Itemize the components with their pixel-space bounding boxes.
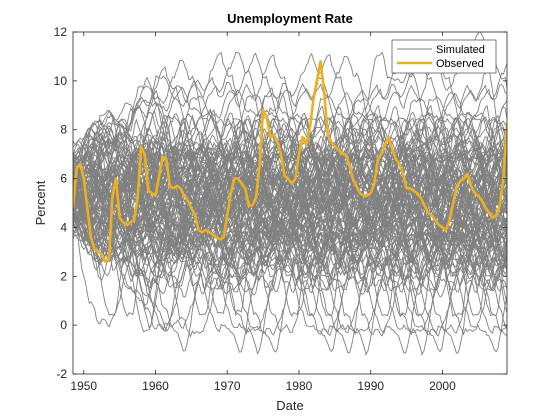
x-tick-label: 1970 <box>214 379 241 393</box>
x-tick-label: 2000 <box>429 379 456 393</box>
y-tick-label: 4 <box>60 220 67 234</box>
y-axis-label: Percent <box>33 180 48 225</box>
simulated-series-group <box>73 32 507 356</box>
simulated-path <box>73 115 507 292</box>
x-axis-label: Date <box>276 398 303 413</box>
legend-observed-label: Observed <box>436 58 484 70</box>
simulated-path <box>73 125 507 292</box>
axis-ticks: 1950 1960 1970 1980 1990 2000 -2 0 2 4 6 8 10 12 <box>54 25 507 393</box>
simulated-path <box>73 53 507 332</box>
simulated-path <box>73 142 507 354</box>
x-tick-label: 1990 <box>357 379 384 393</box>
y-tick-label: 0 <box>60 318 67 332</box>
simulated-path <box>73 118 507 317</box>
simulated-path <box>73 112 507 254</box>
simulated-path <box>73 117 507 242</box>
x-tick-label: 1950 <box>70 379 97 393</box>
simulated-path <box>73 119 507 266</box>
y-tick-label: 12 <box>54 25 68 39</box>
x-tick-label: 1980 <box>286 379 313 393</box>
chart-title: Unemployment Rate <box>227 11 353 26</box>
simulated-path <box>73 117 507 292</box>
x-tick-label: 1960 <box>142 379 169 393</box>
legend-simulated-label: Simulated <box>436 44 485 56</box>
legend: Simulated Observed <box>391 39 497 74</box>
observed-series-group <box>73 60 507 263</box>
y-tick-label: 2 <box>60 269 67 283</box>
simulated-path <box>73 128 507 265</box>
plot-area-frame <box>72 31 508 375</box>
simulated-path <box>73 159 507 333</box>
y-tick-label: 8 <box>60 123 67 137</box>
simulated-path <box>73 144 507 336</box>
simulated-path <box>73 112 507 260</box>
simulated-path <box>73 140 507 334</box>
y-tick-label: -2 <box>56 367 67 381</box>
legend-box <box>391 39 497 74</box>
simulated-path <box>73 109 507 269</box>
y-tick-label: 10 <box>54 74 68 88</box>
observed-series-line <box>73 60 507 263</box>
simulated-path <box>73 118 507 262</box>
y-tick-label: 6 <box>60 172 67 186</box>
simulated-path <box>73 55 507 258</box>
simulated-path <box>73 59 507 288</box>
